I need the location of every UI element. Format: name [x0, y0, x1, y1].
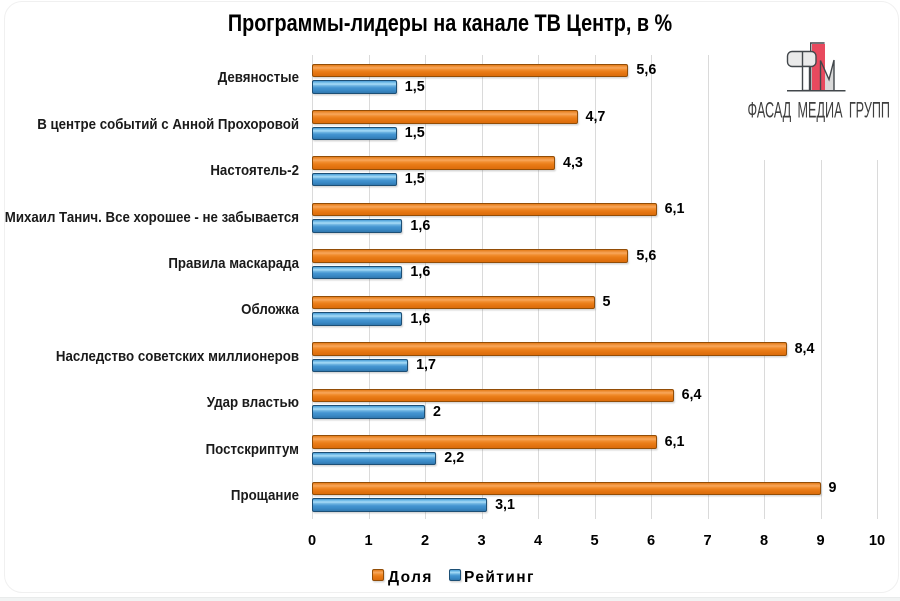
svg-text:ФАСАД МЕДИА ГРУПП: ФАСАД МЕДИА ГРУПП	[748, 98, 891, 123]
